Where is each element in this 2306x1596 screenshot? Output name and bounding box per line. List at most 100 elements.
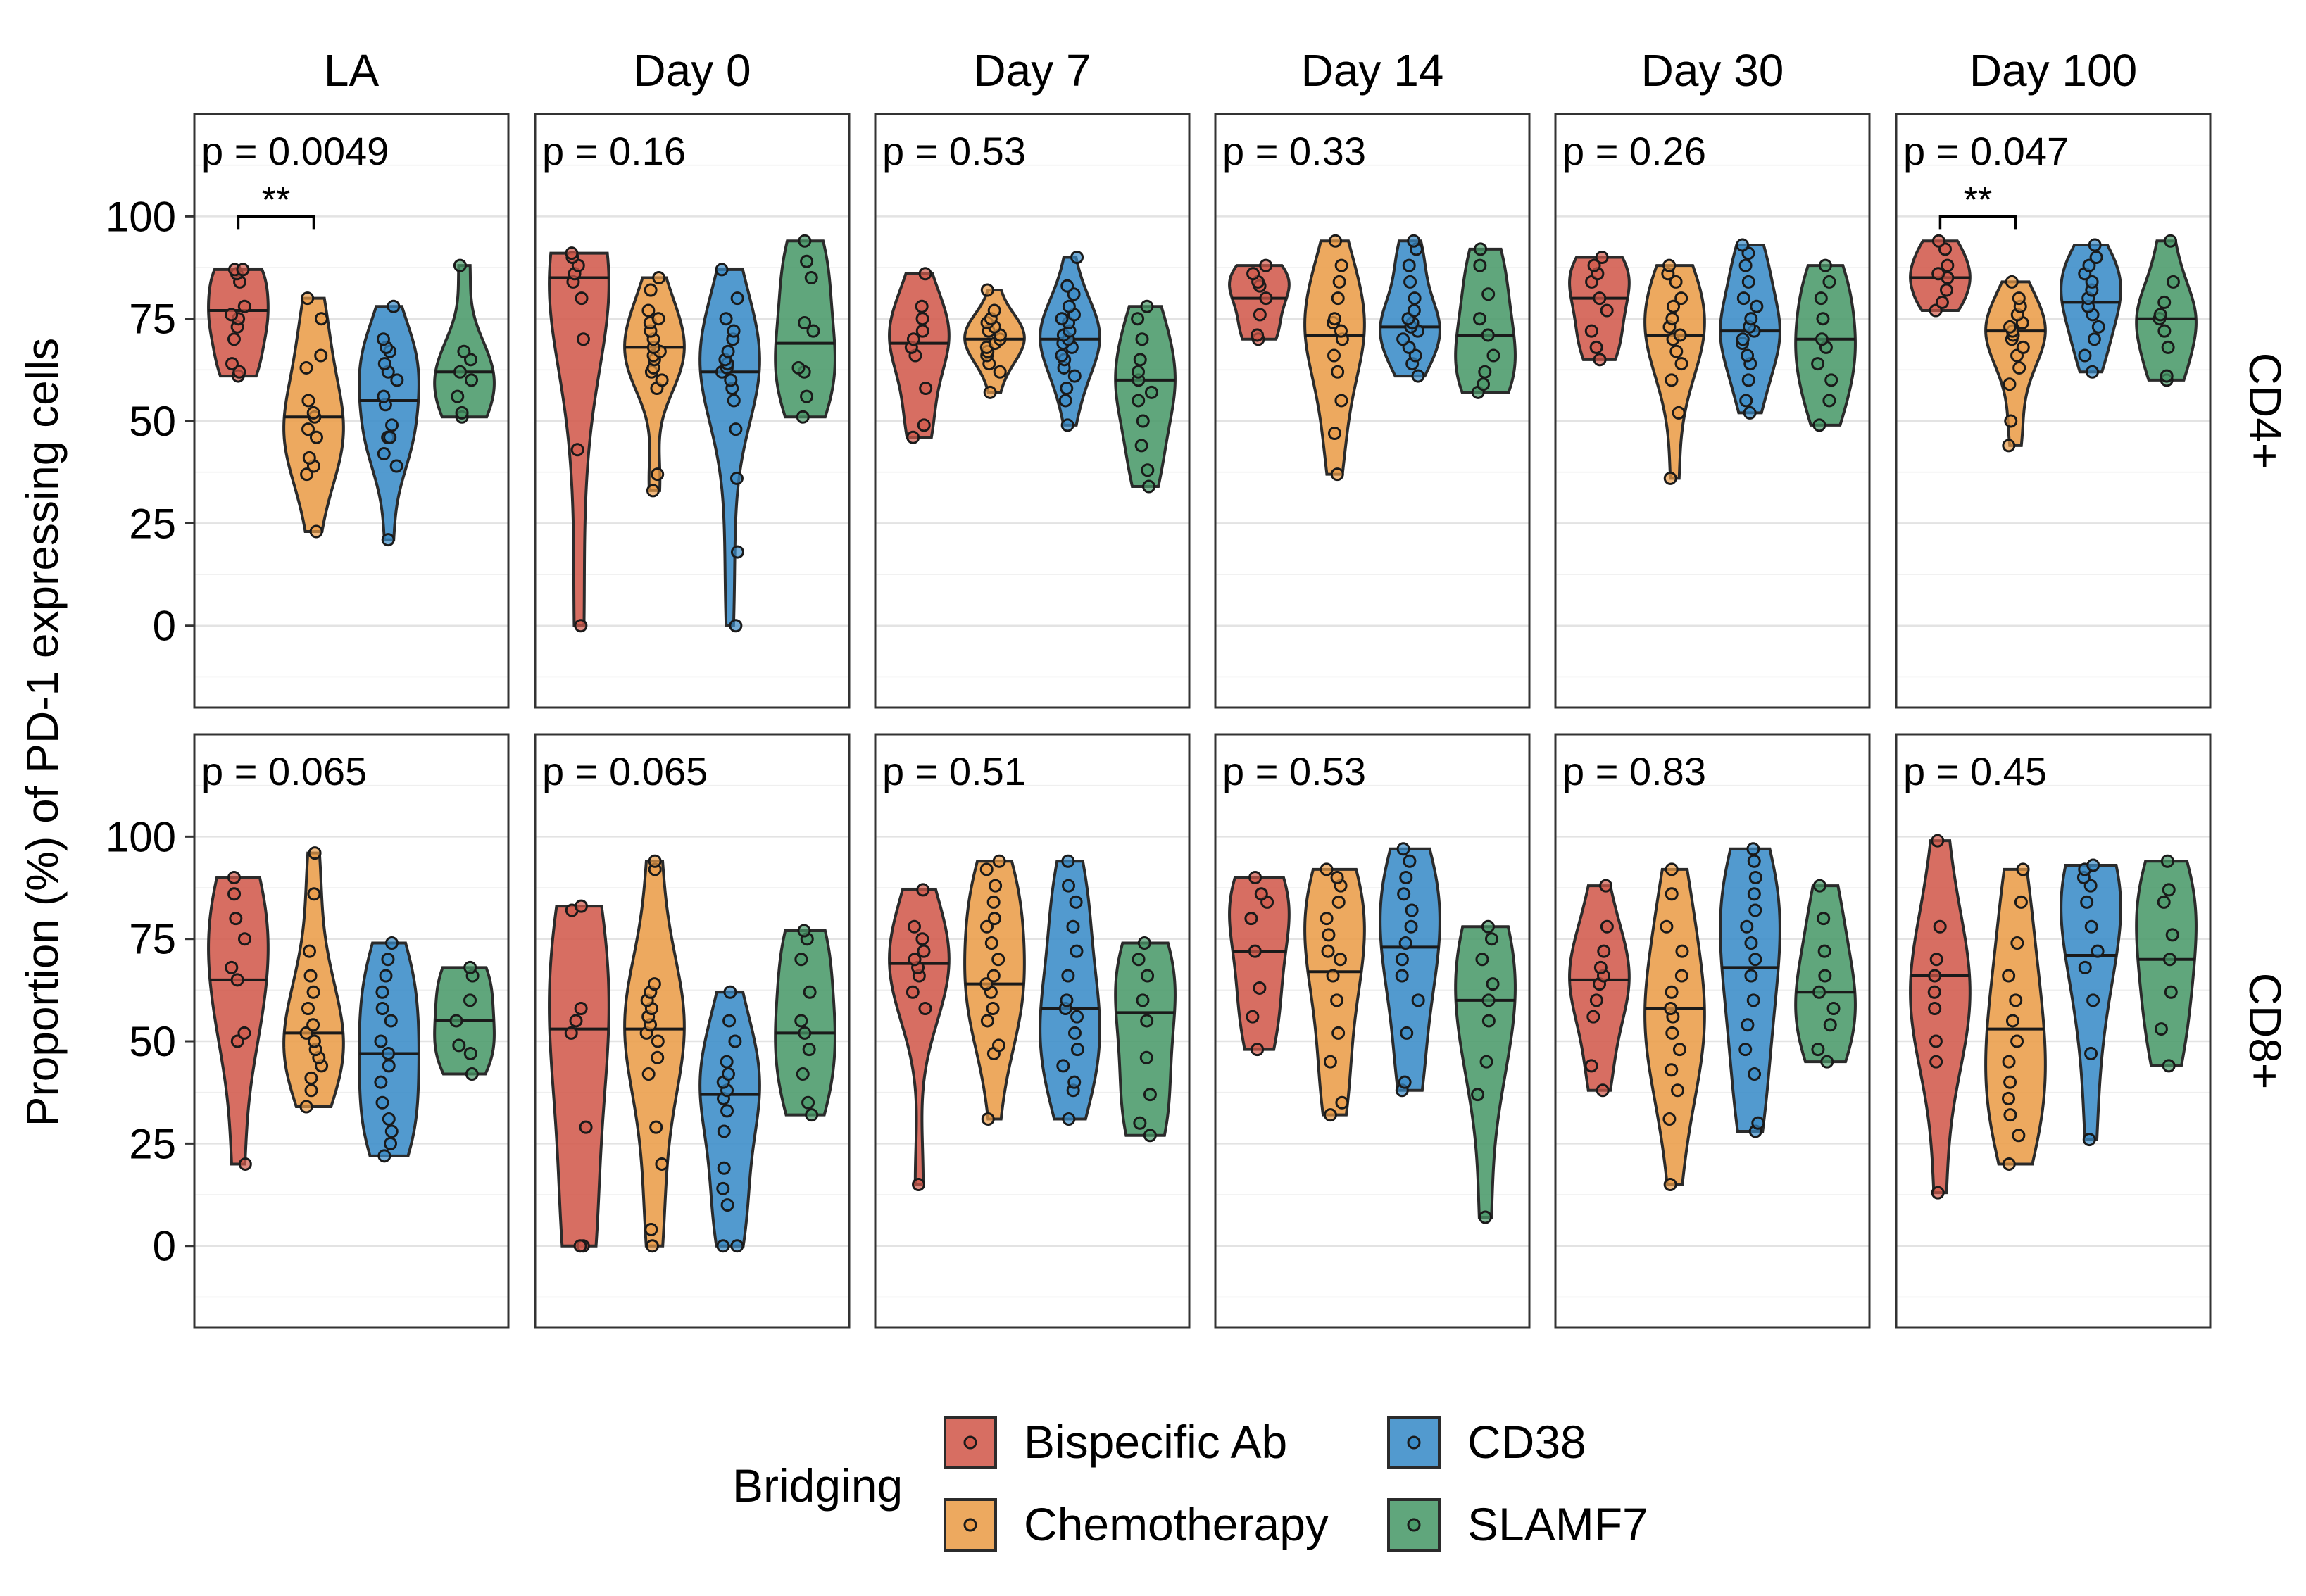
data-point: [573, 1239, 587, 1253]
data-point: [1665, 312, 1679, 326]
facet-label-la: LA: [324, 45, 380, 96]
data-point: [2088, 238, 2102, 252]
data-point: [463, 1046, 477, 1060]
data-point: [717, 1124, 731, 1138]
data-point: [299, 360, 313, 375]
data-point: [2009, 993, 2023, 1007]
data-point: [1334, 394, 1348, 408]
data-point: [1141, 969, 1155, 983]
data-point: [1674, 357, 1688, 371]
data-point: [236, 263, 250, 277]
data-point: [1748, 1067, 1762, 1081]
data-point: [1133, 353, 1147, 367]
data-point: [1140, 1014, 1154, 1028]
y-tick-label: 75: [129, 916, 176, 963]
data-point: [1929, 953, 1943, 967]
panel-border: [874, 733, 1191, 1329]
p-value-label: p = 0.065: [201, 749, 367, 793]
panel-border: [1895, 733, 2212, 1329]
p-value-label: p = 0.53: [882, 129, 1026, 173]
data-point: [655, 373, 669, 387]
data-point: [301, 394, 315, 408]
data-point: [979, 862, 994, 876]
data-point: [451, 389, 465, 403]
data-point: [647, 977, 661, 991]
data-point: [1058, 394, 1072, 408]
panel-plot-area: [1228, 842, 1517, 1224]
data-point: [1070, 250, 1084, 264]
data-point: [715, 263, 729, 277]
data-point: [1135, 332, 1149, 346]
significance-stars: **: [1964, 180, 1992, 220]
violin-bispecific-ab: [1228, 876, 1291, 1051]
data-point: [646, 484, 660, 498]
data-point: [453, 365, 467, 379]
data-point: [1067, 1075, 1082, 1089]
data-point: [390, 373, 404, 387]
data-point: [1597, 944, 1611, 958]
data-point: [385, 418, 399, 432]
data-point: [986, 1002, 1000, 1016]
data-point: [1321, 944, 1335, 958]
data-point: [1331, 291, 1345, 306]
data-point: [299, 1100, 313, 1114]
data-point: [2165, 928, 2179, 942]
panel-cd4-plus-la: p = 0.0049 **: [193, 113, 510, 709]
data-point: [1396, 842, 1410, 856]
data-point: [1741, 275, 1755, 289]
y-tick-label: 0: [153, 603, 176, 650]
data-point: [2087, 332, 2101, 346]
data-point: [2016, 340, 2030, 354]
data-point: [915, 312, 929, 326]
data-point: [720, 1104, 734, 1118]
data-point: [1067, 1026, 1082, 1040]
data-point: [465, 1067, 479, 1081]
data-point: [377, 447, 391, 461]
data-point: [716, 1239, 730, 1253]
data-point: [1481, 328, 1495, 342]
data-point: [1744, 969, 1758, 983]
data-point: [991, 1038, 1005, 1053]
data-point: [2160, 369, 2174, 383]
data-point: [1660, 919, 1674, 934]
data-point: [1750, 299, 1764, 313]
y-tick-label: 0: [153, 1223, 176, 1270]
data-point: [1475, 953, 1489, 967]
data-point: [1673, 328, 1687, 342]
data-point: [389, 459, 403, 473]
data-point: [1741, 1018, 1755, 1032]
data-point: [1404, 919, 1418, 934]
data-point: [1822, 394, 1836, 408]
data-point: [463, 960, 477, 974]
data-point: [729, 422, 743, 436]
data-point: [716, 1181, 730, 1195]
data-point: [1323, 1108, 1337, 1122]
panel-border: [1214, 733, 1531, 1329]
data-point: [1748, 870, 1762, 884]
data-point: [1747, 854, 1761, 868]
legend-label: Bispecific Ab: [1024, 1416, 1287, 1468]
data-point: [382, 1059, 396, 1073]
data-point: [1744, 936, 1758, 950]
legend-swatch-dot: [963, 1435, 977, 1450]
data-point: [570, 443, 584, 457]
data-point: [794, 953, 808, 967]
panel-border: [534, 113, 851, 709]
data-point: [1931, 234, 1945, 248]
data-point: [2083, 879, 2098, 893]
data-point: [1747, 887, 1761, 901]
data-point: [308, 846, 322, 860]
legend-item-slamf7: SLAMF7: [1387, 1498, 1648, 1552]
panel-cd8-plus-day-14: p = 0.53: [1214, 733, 1531, 1329]
data-point: [804, 271, 818, 285]
data-point: [1479, 1055, 1493, 1069]
data-point: [798, 316, 812, 330]
data-point: [806, 324, 820, 338]
data-point: [2002, 1055, 2016, 1069]
data-point: [641, 1067, 656, 1081]
data-point: [1056, 1059, 1070, 1073]
data-point: [238, 1157, 252, 1171]
data-point: [1060, 993, 1074, 1007]
data-point: [1132, 365, 1146, 379]
data-point: [723, 985, 737, 999]
